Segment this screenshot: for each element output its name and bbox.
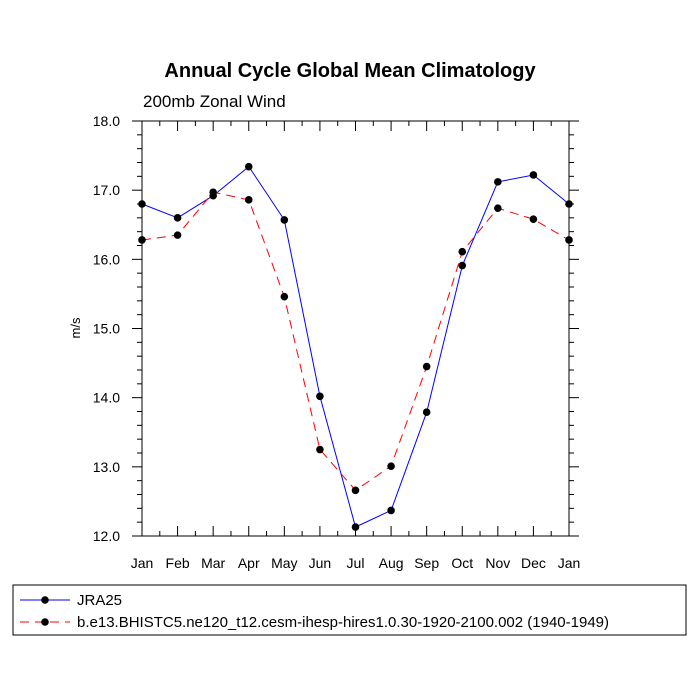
x-tick-label: Jan [558, 555, 581, 571]
series-1-point [387, 506, 395, 515]
series-2-point [529, 215, 538, 224]
x-tick-label: Mar [201, 555, 225, 571]
series-line-2 [141, 191, 570, 491]
legend-label-2: b.e13.BHISTC5.ne120_t12.cesm-ihesp-hires… [77, 614, 609, 631]
x-tick-label: Jan [131, 555, 154, 571]
legend-items: JRA25 b.e13.BHISTC5.ne120_t12.cesm-ihesp-… [20, 592, 609, 631]
y-tick-label: 15.0 [93, 321, 120, 337]
series-2-point [280, 292, 289, 301]
series-1-point [458, 261, 467, 270]
series-2-point [244, 196, 253, 204]
legend-label-1: JRA25 [77, 592, 122, 609]
y-tick-label: 14.0 [93, 390, 120, 406]
series-1-point [316, 392, 324, 401]
x-tick-label: Jun [309, 555, 332, 571]
series-2-point [173, 231, 182, 239]
chart-subtitle: 200mb Zonal Wind [143, 92, 286, 111]
ticks-layer [132, 120, 579, 537]
series-1-point [494, 178, 502, 186]
y-tick-labels: 12.0 13.0 14.0 15.0 16.0 17.0 18.0 [93, 113, 120, 544]
y-tick-label: 13.0 [93, 459, 120, 475]
series-2-point [494, 204, 502, 212]
y-tick-label: 16.0 [93, 251, 120, 267]
series-2-point [387, 462, 395, 470]
y-tick-label: 12.0 [93, 528, 120, 544]
x-tick-label: Dec [521, 555, 546, 571]
x-tick-labels: Jan Feb Mar Apr May Jun Jul Aug Sep Oct Nov Dec Jan [131, 555, 581, 571]
series-1-point [280, 216, 289, 224]
series-1-point [529, 171, 538, 179]
legend: JRA25 b.e13.BHISTC5.ne120_t12.cesm-ihesp-… [12, 584, 687, 636]
series-2-point [316, 445, 324, 454]
series-1-point [173, 214, 182, 222]
plot-frame [141, 120, 570, 537]
legend-marker-2 [41, 618, 49, 626]
y-axis-label: m/s [68, 317, 83, 338]
chart-title: Annual Cycle Global Mean Climatology [164, 60, 536, 82]
x-tick-label: Nov [485, 555, 510, 571]
x-tick-label: Jul [347, 555, 365, 571]
x-tick-label: Sep [414, 555, 439, 571]
series-line-1 [141, 165, 570, 528]
x-tick-label: Oct [451, 555, 473, 571]
series-1-point [351, 523, 360, 531]
legend-marker-1 [41, 596, 49, 604]
series-layer [138, 162, 573, 531]
series-2-point [458, 247, 467, 256]
series-2-point [422, 362, 431, 371]
legend-box [12, 584, 687, 636]
series-1-point [244, 162, 253, 171]
y-tick-label: 18.0 [93, 113, 120, 129]
x-tick-label: Feb [166, 555, 190, 571]
series-1-point [422, 408, 431, 416]
series-2-point [209, 188, 217, 197]
x-tick-label: May [271, 555, 297, 571]
x-tick-label: Apr [238, 555, 260, 571]
x-tick-label: Aug [379, 555, 404, 571]
series-2-point [351, 486, 360, 495]
y-tick-label: 17.0 [93, 182, 120, 198]
